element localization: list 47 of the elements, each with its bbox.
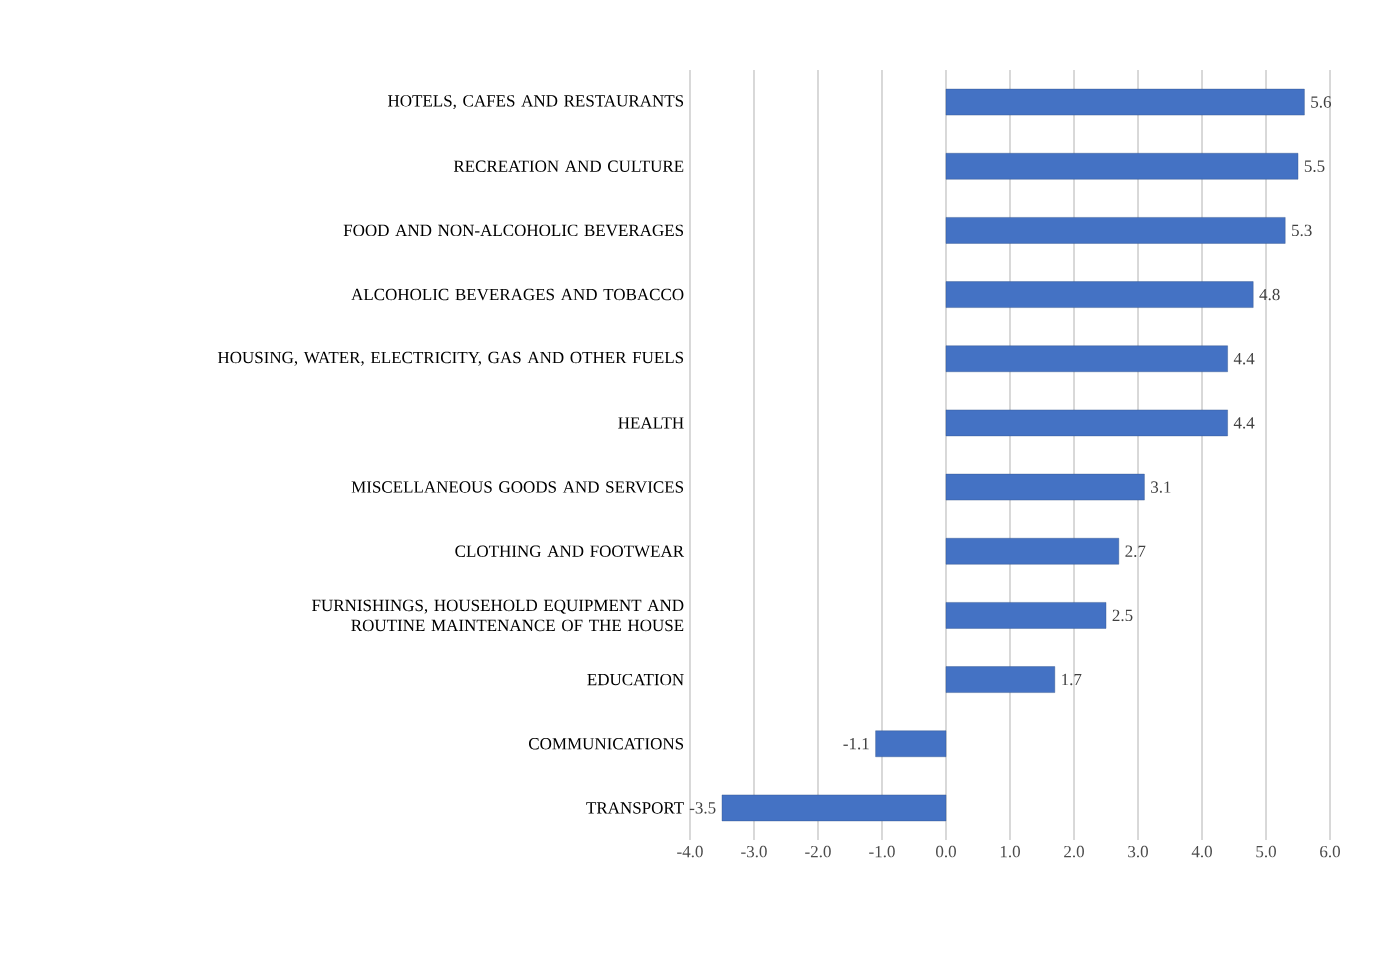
x-tick-label: -1.0 — [869, 845, 895, 858]
data-label: 4.4 — [1233, 417, 1255, 429]
data-label: 4.8 — [1259, 288, 1280, 301]
bar — [945, 602, 1107, 629]
x-tick-label: 0.0 — [936, 845, 956, 858]
data-label: 5.3 — [1292, 224, 1312, 237]
x-tick-label: -4.0 — [677, 845, 703, 858]
bar — [945, 281, 1254, 308]
y-tick-label: EDUCATION — [587, 673, 684, 686]
bar — [945, 473, 1145, 501]
bar — [945, 409, 1228, 437]
data-label: 5.5 — [1304, 160, 1325, 172]
x-tick-label: 3.0 — [1128, 845, 1148, 858]
data-label: 5.6 — [1311, 96, 1332, 108]
y-tick-label: MISCELLANEOUS GOODS AND SERVICES — [351, 481, 684, 493]
y-tick-label: TRANSPORT — [586, 802, 684, 814]
x-tick-label: 2.0 — [1064, 845, 1084, 858]
bar — [945, 666, 1055, 693]
y-tick-label: ALCOHOLIC BEVERAGES AND TOBACCO — [351, 288, 684, 301]
data-label: 4.4 — [1233, 353, 1255, 365]
bar — [721, 794, 947, 822]
x-tick-label: -3.0 — [741, 845, 767, 858]
data-label: 3.1 — [1151, 481, 1171, 493]
data-label: 1.7 — [1062, 673, 1082, 686]
data-label: -1.1 — [843, 738, 869, 750]
y-tick-label: CLOTHING AND FOOTWEAR — [455, 545, 685, 557]
x-tick-label: 6.0 — [1320, 845, 1340, 858]
bar — [945, 345, 1228, 372]
bar — [945, 88, 1305, 116]
y-tick-label: HOTELS, CAFES AND RESTAURANTS — [387, 95, 684, 110]
y-tick-label: RECREATION AND CULTURE — [453, 160, 684, 172]
y-tick-label: COMMUNICATIONS — [528, 738, 684, 750]
data-label: 2.7 — [1125, 545, 1146, 557]
bar — [945, 217, 1286, 244]
y-tick-label: FOOD AND NON-ALCOHOLIC BEVERAGES — [343, 224, 684, 237]
x-tick-label: -2.0 — [805, 845, 831, 858]
x-tick-label: 5.0 — [1256, 845, 1276, 858]
y-tick-label: FURNISHINGS, HOUSEHOLD EQUIPMENT AND ROUTINE MAINTENANCE OF THE HOUSE — [312, 599, 684, 632]
data-label: -3.5 — [689, 802, 716, 814]
x-tick-label: 4.0 — [1191, 845, 1212, 858]
data-label: 2.5 — [1112, 609, 1133, 622]
bar — [875, 730, 947, 757]
x-tick-label: 1.0 — [1000, 845, 1020, 858]
y-tick-label: HOUSING, WATER, ELECTRICITY, GAS AND OTHER FUELS — [217, 351, 684, 366]
y-tick-label: HEALTH — [618, 417, 684, 429]
bar — [945, 153, 1299, 180]
bar — [945, 538, 1119, 565]
